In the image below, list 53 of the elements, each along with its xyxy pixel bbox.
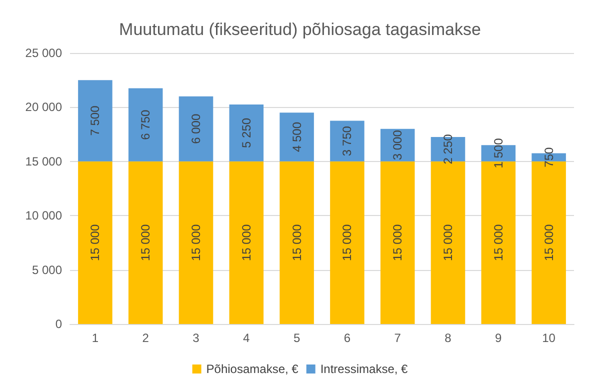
bar [178, 161, 214, 324]
bar [280, 112, 314, 162]
bar [128, 88, 163, 162]
data-label: 2 250 [441, 134, 455, 164]
bar [178, 96, 214, 162]
legend-label: Põhiosamakse, € [206, 362, 299, 376]
bar [78, 80, 112, 162]
x-tick-label: 7 [394, 331, 402, 345]
x-tick-label: 9 [495, 331, 502, 345]
data-label: 1 500 [491, 138, 506, 168]
y-tick-label: 5 000 [32, 262, 62, 277]
bar [481, 161, 516, 324]
bar [330, 161, 364, 324]
x-tick-label: 4 [243, 331, 250, 345]
data-label: 7 500 [88, 105, 102, 136]
data-label: 5 250 [239, 118, 254, 148]
data-label: 6 750 [138, 109, 153, 140]
x-tick-label: 2 [142, 331, 150, 345]
chart-title: Muutumatu (fikseeritud) põhiosaga tagasimakse [119, 20, 481, 39]
bar [280, 161, 314, 324]
y-tick-label: 25 000 [25, 46, 62, 60]
data-label: 4 500 [290, 122, 304, 152]
data-label: 3 750 [340, 126, 354, 156]
legend-label: Intressimakse, € [320, 362, 408, 376]
bar [128, 161, 163, 324]
y-tick-label: 15 000 [25, 154, 62, 168]
y-tick-label: 10 000 [25, 208, 62, 223]
data-label: 15 000 [239, 224, 254, 262]
x-tick-label: 6 [344, 331, 351, 345]
x-tick-label: 5 [293, 331, 300, 345]
x-tick-label: 8 [444, 331, 452, 345]
data-label: 15 000 [340, 224, 354, 262]
data-label: 15 000 [542, 224, 556, 262]
data-label: 15 000 [441, 224, 455, 262]
bar [380, 161, 415, 324]
bar [78, 161, 112, 324]
data-label: 3 000 [390, 130, 405, 160]
data-label: 6 000 [189, 114, 203, 144]
x-tick-label: 10 [542, 331, 556, 345]
data-label: 15 000 [88, 224, 102, 262]
data-label: 15 000 [189, 224, 203, 262]
data-label: 15 000 [491, 224, 506, 262]
bar [330, 120, 364, 162]
y-tick-label: 20 000 [25, 100, 62, 114]
x-tick-label: 1 [92, 331, 99, 345]
bar [229, 161, 264, 324]
data-label: 15 000 [390, 224, 405, 262]
data-label: 15 000 [138, 224, 153, 262]
x-tick-label: 3 [192, 331, 200, 345]
bar [229, 104, 264, 162]
data-label: 15 000 [290, 224, 304, 262]
data-label: 750 [542, 147, 556, 168]
y-tick-label: 0 [55, 317, 62, 331]
